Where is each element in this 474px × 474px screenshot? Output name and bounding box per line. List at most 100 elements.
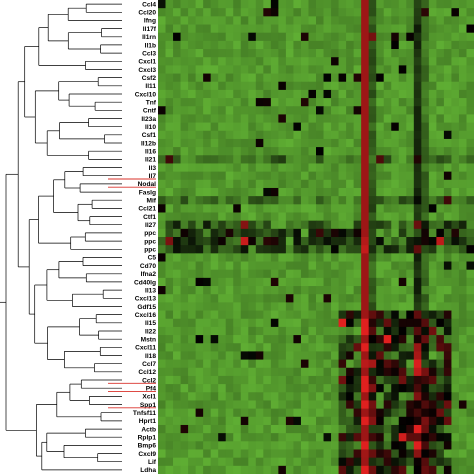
heatmap-cell [210, 269, 219, 279]
heatmap-cell [240, 73, 249, 83]
heatmap-cell [361, 204, 370, 213]
heatmap-cell [210, 433, 219, 442]
heatmap-cell [203, 24, 212, 34]
heatmap-cell [421, 81, 430, 91]
heatmap-cell [413, 237, 422, 246]
heatmap-cell [270, 302, 279, 311]
heatmap-cell [203, 351, 212, 360]
heatmap-cell [443, 424, 452, 434]
heatmap-cell [218, 400, 227, 410]
heatmap-cell [428, 269, 437, 279]
heatmap-cell [346, 171, 355, 181]
row-label: Ifna2 [141, 271, 157, 278]
heatmap-cell [316, 384, 324, 393]
heatmap-cell [293, 98, 302, 107]
row-label: ppc [144, 238, 156, 245]
heatmap-cell [248, 196, 257, 205]
heatmap-cell [188, 277, 197, 287]
heatmap-cell [466, 163, 474, 173]
heatmap-cell [451, 375, 460, 385]
heatmap-cell [361, 375, 370, 385]
heatmap-cell [225, 416, 234, 426]
heatmap-cell [300, 384, 309, 393]
row-label: Cxcl16 [135, 312, 157, 319]
heatmap-cell [255, 465, 264, 474]
heatmap-cell [323, 367, 332, 377]
heatmap-cell [255, 294, 264, 303]
row-label: Il7 [149, 173, 157, 180]
heatmap-cell [398, 302, 407, 311]
heatmap-cell [218, 8, 227, 17]
heatmap-cell [368, 245, 377, 254]
heatmap-cell [316, 302, 324, 311]
heatmap-cell [383, 400, 392, 410]
heatmap-cell [413, 408, 422, 418]
heatmap-cell [233, 114, 242, 123]
heatmap-cell [376, 98, 385, 107]
heatmap-cell [436, 187, 445, 197]
heatmap-cell [331, 228, 339, 238]
heatmap-cell [406, 98, 415, 107]
heatmap-cell [368, 286, 377, 295]
heatmap-cell [421, 375, 430, 385]
heatmap-cell [165, 155, 174, 164]
heatmap-cell [368, 408, 377, 418]
heatmap-cell [376, 253, 385, 262]
heatmap-cell [436, 351, 445, 360]
row-label: Ifng [144, 18, 156, 25]
heatmap-cell [466, 424, 474, 434]
heatmap-cell [248, 57, 257, 66]
heatmap-cell [316, 269, 324, 279]
heatmap-cell [158, 400, 166, 410]
heatmap-cell [421, 384, 430, 393]
heatmap-cell [300, 8, 309, 17]
heatmap-cell [428, 122, 437, 132]
heatmap-cell [323, 171, 332, 181]
heatmap-cell [353, 32, 362, 42]
heatmap-cell [195, 220, 204, 230]
heatmap-cell [383, 212, 392, 222]
heatmap-cell [368, 147, 377, 156]
heatmap-cell [165, 400, 174, 410]
heatmap-cell [451, 65, 460, 74]
heatmap-cell [406, 57, 415, 66]
heatmap-cell [353, 392, 362, 401]
heatmap-cell [338, 65, 347, 74]
heatmap-cell [300, 0, 309, 9]
heatmap-cell [203, 318, 212, 328]
heatmap-cell [323, 294, 332, 303]
heatmap-cell [308, 171, 317, 181]
heatmap-cell [346, 49, 355, 58]
heatmap-cell [338, 114, 347, 123]
heatmap-cell [383, 171, 392, 181]
heatmap-cell [225, 359, 234, 369]
heatmap-cell [323, 335, 332, 344]
heatmap-cell [436, 367, 445, 377]
heatmap-cell [165, 384, 174, 393]
heatmap-cell [338, 441, 347, 450]
heatmap-cell [413, 49, 422, 58]
heatmap-cell [421, 179, 430, 189]
heatmap-cell [293, 65, 302, 74]
heatmap-cell [466, 449, 474, 459]
heatmap-cell [233, 424, 242, 434]
heatmap-cell [436, 277, 445, 287]
heatmap-cell [173, 196, 181, 205]
heatmap-cell [180, 367, 189, 377]
heatmap-cell [406, 433, 415, 442]
heatmap-cell [421, 408, 430, 418]
heatmap-cell [413, 0, 422, 9]
heatmap-cell [361, 196, 370, 205]
heatmap-cell [300, 147, 309, 156]
heatmap-cell [421, 155, 430, 164]
heatmap-cell [195, 16, 204, 25]
heatmap-cell [428, 302, 437, 311]
heatmap-cell [285, 179, 294, 189]
heatmap-cell [255, 163, 264, 173]
heatmap-cell [421, 228, 430, 238]
heatmap-cell [225, 24, 234, 34]
heatmap-cell [428, 89, 437, 99]
heatmap-cell [210, 343, 219, 352]
heatmap-cell [353, 277, 362, 287]
heatmap-cell [173, 114, 181, 123]
